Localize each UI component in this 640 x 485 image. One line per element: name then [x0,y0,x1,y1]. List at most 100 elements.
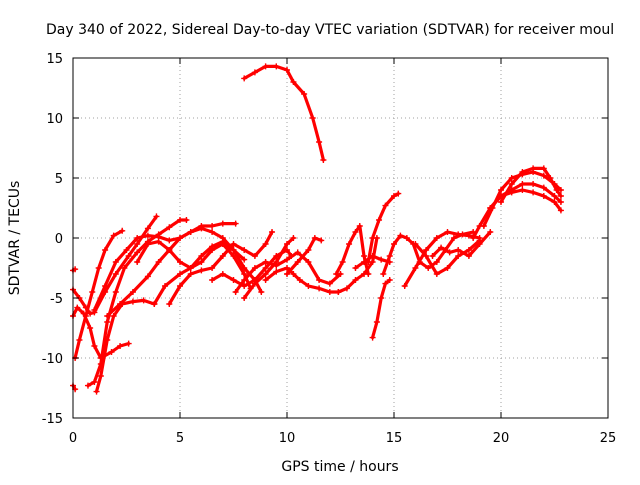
data-point-marker [134,249,141,256]
data-point-marker [429,253,436,259]
data-point-marker [230,241,237,247]
data-point-marker [262,271,269,277]
data-point-marker [166,247,173,253]
data-point-marker [104,319,111,325]
data-point-marker [450,235,457,241]
data-point-marker [316,277,323,283]
data-point-marker [262,259,269,265]
data-point-marker [343,285,350,292]
data-point-marker [326,280,333,287]
x-axis-label: GPS time / hours [281,459,398,475]
data-point-marker [290,271,297,277]
data-point-marker [311,235,318,241]
data-point-marker [508,175,515,181]
y-tick-label: 5 [55,172,63,187]
data-point-marker [76,337,83,343]
data-point-marker [318,237,325,244]
data-point-marker [455,247,462,253]
data-point-marker [346,241,353,247]
data-point-marker [412,241,419,247]
data-point-marker [296,277,303,283]
axis-ticks: 0 5 10 15 20 25 -15 -10 -5 0 5 10 15 [42,52,617,446]
data-point-marker [241,271,248,277]
data-point-marker [151,301,158,307]
data-point-marker [251,280,258,287]
data-point-marker [230,247,237,253]
data-point-marker [433,271,440,277]
series-s6 [84,217,190,389]
data-point-marker [93,388,100,395]
data-point-marker [480,223,487,229]
series-line [73,229,124,360]
data-point-marker [361,271,368,277]
y-tick-label: 10 [46,112,63,127]
data-point-marker [166,301,173,307]
data-point-marker [386,253,393,259]
data-point-marker [433,235,440,241]
data-point-marker [290,235,297,241]
data-point-marker [112,271,119,277]
data-point-marker [446,249,453,256]
data-point-marker [382,202,389,209]
data-point-marker [508,189,515,196]
data-point-marker [269,229,276,235]
data-point-marker [376,217,383,223]
data-point-marker [241,277,248,283]
series-s2 [70,266,79,274]
data-point-marker [540,193,547,199]
data-point-marker [144,232,151,239]
data-point-marker [530,181,537,187]
data-point-marker [177,271,183,277]
data-point-marker [301,91,308,97]
data-point-marker [530,189,537,196]
data-point-marker [352,265,359,271]
data-point-marker [476,241,483,247]
data-point-marker [241,247,248,253]
data-point-marker [444,265,451,271]
chart-title: Day 340 of 2022, Sidereal Day-to-day VTE… [46,22,614,38]
data-point-marker [305,283,312,289]
data-point-marker [177,217,183,223]
data-point-marker [230,253,237,259]
data-point-marker [117,301,124,307]
data-point-marker [465,253,472,259]
data-point-marker [284,241,290,247]
data-point-marker [557,199,564,205]
series-line [366,192,400,264]
data-point-marker [470,235,477,241]
data-point-marker [125,340,132,347]
data-point-marker [251,69,258,76]
data-point-marker [119,227,126,234]
series-s26 [412,237,483,277]
data-point-marker [262,277,269,283]
series-line [334,224,370,276]
data-point-marker [290,79,297,85]
data-point-marker [91,379,98,385]
data-point-marker [433,259,440,265]
y-tick-label: -10 [42,352,63,367]
data-point-marker [465,232,472,239]
data-point-marker [335,289,342,295]
data-point-marker [339,259,346,265]
data-point-marker [551,193,558,199]
x-tick-label: 20 [493,431,510,446]
data-point-marker [284,256,290,263]
data-point-marker [455,253,462,259]
data-point-marker [262,265,269,271]
data-point-marker [219,220,226,227]
data-point-marker [91,307,98,313]
series-s16 [262,265,342,295]
data-point-marker [423,253,430,259]
data-point-marker [465,247,472,253]
series-s27 [429,229,494,259]
data-point-marker [519,181,526,187]
data-point-marker [134,235,141,241]
y-tick-label: -15 [42,412,63,427]
data-point-marker [110,313,117,319]
series-line [242,236,295,300]
data-point-marker [84,382,91,389]
data-point-marker [284,67,290,73]
data-point-marker [112,289,119,295]
series-line [242,64,325,162]
data-point-marker [144,273,151,280]
